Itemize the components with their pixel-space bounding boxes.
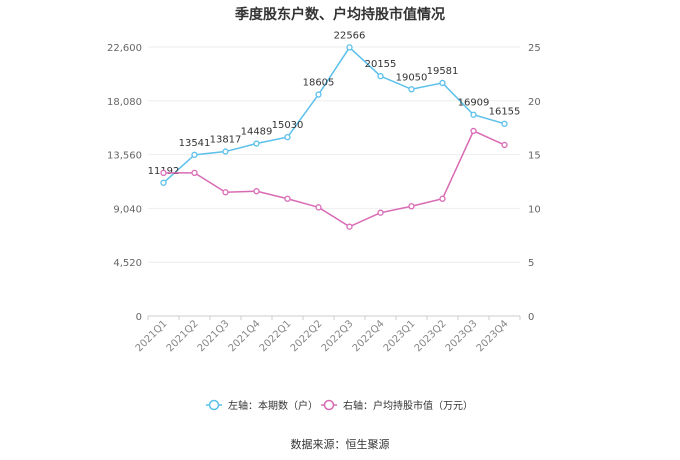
data-point-series-2 (160, 169, 167, 177)
data-label: 18605 (303, 78, 335, 89)
data-label: 16155 (489, 107, 521, 118)
series-line-2 (163, 129, 505, 228)
x-axis-tick-label: 2021Q2 (165, 318, 201, 354)
left-axis-tick-label: 13,560 (107, 151, 142, 162)
x-axis-tick-label: 2022Q1 (258, 318, 294, 354)
x-axis-tick-label: 2022Q3 (320, 318, 356, 354)
data-point-series-1 (315, 91, 322, 98)
series-line-1 (162, 46, 505, 184)
data-label: 19050 (396, 72, 428, 83)
data-point-series-1 (191, 151, 198, 158)
data-point-series-1 (501, 120, 508, 127)
data-point-series-2 (377, 209, 384, 216)
x-axis-tick-label: 2023Q3 (444, 318, 480, 354)
left-axis-tick-label: 22,600 (107, 43, 142, 54)
x-axis-tick-label: 2022Q2 (289, 318, 325, 354)
x-axis-tick-label: 2023Q4 (475, 318, 511, 354)
left-axis-tick-label: 4,520 (113, 258, 142, 269)
data-point-series-2 (439, 195, 446, 202)
left-axis-tick-label: 0 (136, 312, 142, 323)
data-point-series-1 (284, 133, 291, 141)
right-axis-tick-label: 25 (528, 43, 541, 54)
data-point-series-2 (191, 169, 198, 177)
chart-title: 季度股东户数、户均持股市值情况 (235, 7, 445, 23)
data-point-series-1 (408, 86, 415, 93)
data-point-series-2 (253, 188, 260, 195)
right-axis-tick-label: 10 (528, 204, 541, 215)
data-point-series-2 (470, 127, 477, 135)
data-point-series-2 (222, 189, 229, 196)
data-label: 15030 (272, 120, 304, 131)
data-point-series-2 (346, 223, 353, 230)
data-point-series-1 (160, 179, 167, 186)
data-point-series-2 (284, 195, 291, 202)
legend-entry: 右轴：户均持股市值（万元） (343, 399, 473, 412)
data-point-series-1 (253, 140, 260, 147)
right-axis-tick-label: 20 (528, 97, 541, 108)
data-source-note: 数据来源：恒生聚源 (290, 438, 390, 451)
legend-swatch-marker (323, 399, 335, 411)
x-axis-tick-label: 2021Q3 (196, 318, 232, 354)
data-point-series-1 (346, 44, 353, 51)
data-label: 13817 (210, 135, 242, 146)
data-point-series-1 (470, 111, 477, 118)
data-point-series-1 (439, 79, 446, 87)
data-label: 13541 (179, 138, 211, 149)
data-point-series-2 (315, 204, 322, 211)
x-axis-tick-label: 2021Q1 (134, 318, 170, 354)
x-axis-tick-label: 2021Q4 (227, 318, 263, 354)
x-axis-tick-label: 2023Q1 (382, 318, 418, 354)
x-axis-tick-label: 2023Q2 (413, 318, 449, 354)
data-point-series-2 (501, 141, 508, 149)
right-axis-tick-label: 5 (528, 258, 534, 269)
data-point-series-1 (222, 148, 229, 155)
left-axis-tick-label: 18,080 (107, 97, 142, 108)
data-point-series-2 (408, 203, 415, 210)
data-label: 20155 (365, 59, 397, 70)
data-label: 16909 (458, 98, 490, 109)
right-axis-tick-label: 0 (528, 312, 534, 323)
data-label: 22566 (334, 30, 366, 41)
data-label: 19581 (427, 66, 459, 77)
right-axis-tick-label: 15 (528, 151, 541, 162)
legend-entry: 左轴：本期数（户） (228, 399, 318, 412)
legend-swatch-marker (208, 399, 220, 411)
data-label: 14489 (241, 127, 273, 138)
x-axis-tick-label: 2022Q4 (351, 318, 387, 354)
left-axis-tick-label: 9,040 (113, 204, 142, 215)
data-point-series-1 (377, 72, 384, 80)
